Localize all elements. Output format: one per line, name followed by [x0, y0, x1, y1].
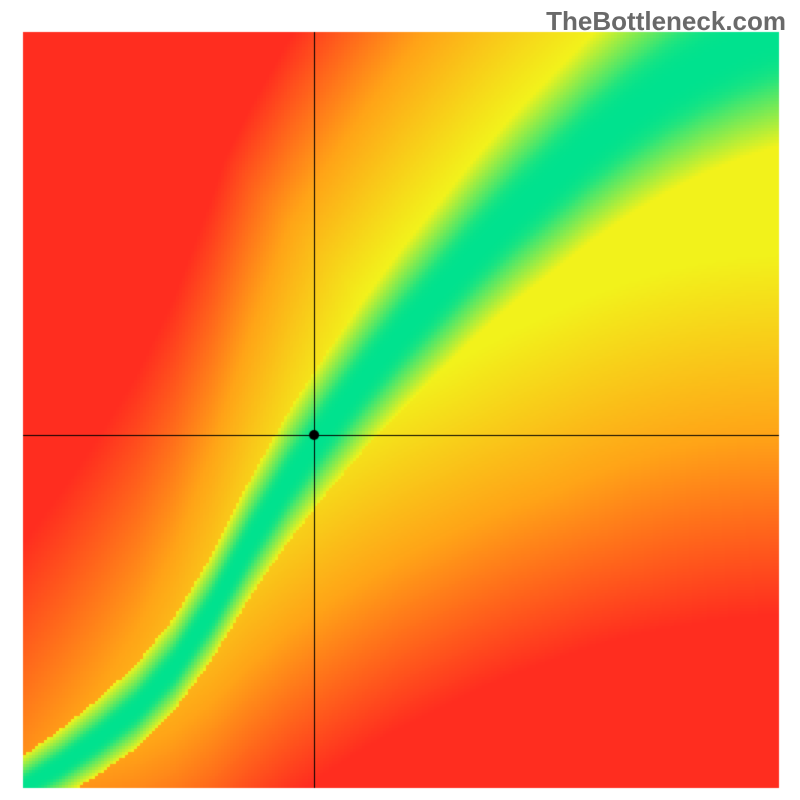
- heatmap-canvas: [0, 0, 800, 800]
- bottleneck-chart: TheBottleneck.com: [0, 0, 800, 800]
